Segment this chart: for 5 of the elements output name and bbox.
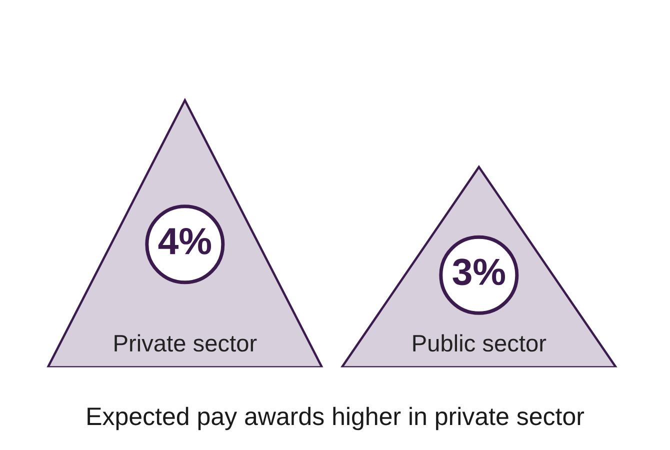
data-label: 3% xyxy=(452,258,506,286)
text: Expected pay awards higher in private sector xyxy=(88,406,584,430)
category-label: Public sector xyxy=(413,334,546,352)
data-label: 4% xyxy=(158,228,212,254)
category-label: Private sector xyxy=(114,334,257,352)
